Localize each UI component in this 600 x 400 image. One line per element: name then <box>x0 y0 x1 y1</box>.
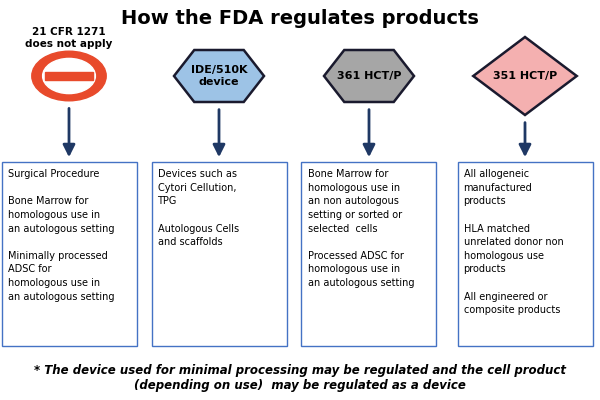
Text: Devices such as
Cytori Cellution,
TPG

Autologous Cells
and scaffolds: Devices such as Cytori Cellution, TPG Au… <box>157 169 239 247</box>
Text: How the FDA regulates products: How the FDA regulates products <box>121 8 479 28</box>
Text: Surgical Procedure

Bone Marrow for
homologous use in
an autologous setting

Min: Surgical Procedure Bone Marrow for homol… <box>8 169 114 302</box>
Polygon shape <box>174 50 264 102</box>
FancyBboxPatch shape <box>2 162 137 346</box>
Polygon shape <box>473 37 577 115</box>
Text: IDE/510K
device: IDE/510K device <box>191 65 247 87</box>
Text: 21 CFR 1271
does not apply: 21 CFR 1271 does not apply <box>25 27 113 49</box>
Text: Bone Marrow for
homologous use in
an non autologous
setting or sorted or
selecte: Bone Marrow for homologous use in an non… <box>308 169 414 288</box>
Circle shape <box>43 58 95 94</box>
Text: 351 HCT/P: 351 HCT/P <box>493 71 557 81</box>
Polygon shape <box>324 50 414 102</box>
FancyBboxPatch shape <box>301 162 436 346</box>
Bar <box>44 72 94 80</box>
Text: * The device used for minimal processing may be regulated and the cell product
(: * The device used for minimal processing… <box>34 364 566 392</box>
FancyBboxPatch shape <box>151 162 287 346</box>
Text: 361 HCT/P: 361 HCT/P <box>337 71 401 81</box>
Text: All allogeneic
manufactured
products

HLA matched
unrelated donor non
homologous: All allogeneic manufactured products HLA… <box>464 169 563 315</box>
FancyBboxPatch shape <box>458 162 593 346</box>
Circle shape <box>32 51 106 101</box>
